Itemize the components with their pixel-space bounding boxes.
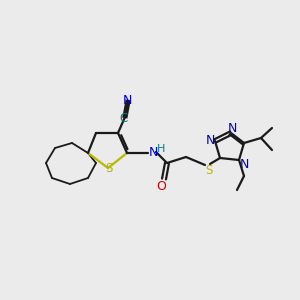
- Text: N: N: [227, 122, 237, 134]
- Text: N: N: [148, 146, 158, 158]
- Text: S: S: [205, 164, 213, 178]
- Text: C: C: [120, 112, 128, 124]
- Text: N: N: [122, 94, 132, 106]
- Text: S: S: [105, 163, 113, 176]
- Text: N: N: [239, 158, 249, 170]
- Text: N: N: [205, 134, 215, 146]
- Text: O: O: [156, 179, 166, 193]
- Text: H: H: [157, 144, 165, 154]
